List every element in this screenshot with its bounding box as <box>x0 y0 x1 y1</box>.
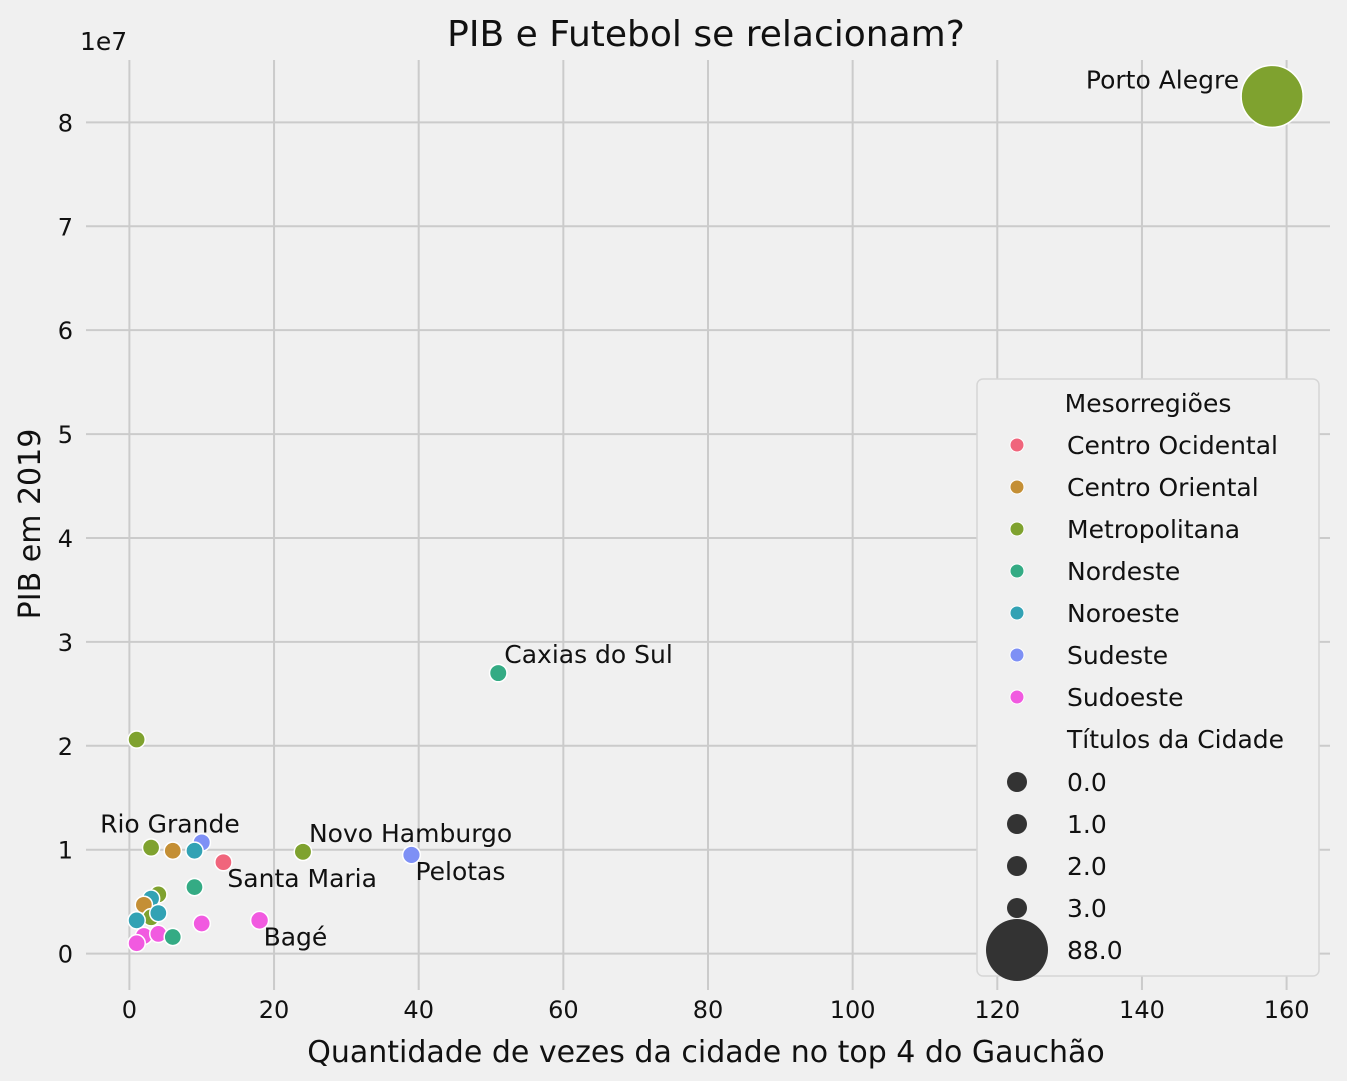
legend-label: Sudeste <box>1067 641 1168 670</box>
y-tick-label: 8 <box>58 109 73 137</box>
data-point <box>141 838 161 857</box>
y-tick-label: 4 <box>58 525 73 553</box>
x-tick-label: 140 <box>1119 996 1165 1024</box>
point-label: Bagé <box>264 922 328 951</box>
x-tick-label: 40 <box>403 996 434 1024</box>
y-tick-labels: 0 1 2 3 4 5 6 7 8 <box>58 109 73 968</box>
data-point <box>127 933 146 953</box>
x-tick-labels: 0 20 40 60 80 100 120 140 160 <box>122 996 1310 1024</box>
legend-marker <box>1009 479 1025 495</box>
legend-marker <box>1009 521 1025 537</box>
legend-size-marker <box>1007 856 1027 876</box>
data-points <box>127 64 1304 953</box>
legend-size-label: 1.0 <box>1067 810 1107 839</box>
data-point <box>1240 64 1304 129</box>
data-point <box>127 730 146 749</box>
point-label: Porto Alegre <box>1086 65 1239 94</box>
y-tick-label: 7 <box>58 213 73 241</box>
legend-size-label: 0.0 <box>1067 768 1107 797</box>
legend-label: Sudoeste <box>1067 683 1183 712</box>
data-point <box>488 663 508 683</box>
legend-hue-title: Mesorregiões <box>1065 389 1232 418</box>
y-offset-label: 1e7 <box>80 27 127 56</box>
data-point <box>192 914 212 933</box>
chart-title: PIB e Futebol se relacionam? <box>447 14 965 55</box>
legend-size-marker <box>1007 772 1027 792</box>
legend-marker <box>1009 605 1025 621</box>
x-tick-label: 100 <box>830 996 876 1024</box>
data-point <box>163 927 183 947</box>
data-point <box>293 842 313 862</box>
legend-size-marker <box>986 919 1048 981</box>
point-label: Santa Maria <box>227 864 377 893</box>
point-label: Pelotas <box>415 857 505 886</box>
legend-marker <box>1009 689 1025 705</box>
legend-size-label: 88.0 <box>1067 936 1123 965</box>
legend-size-entries: 0.0 1.0 2.0 3.0 88.0 <box>986 768 1123 981</box>
y-axis-label: PIB em 2019 <box>13 429 48 620</box>
data-point <box>401 845 422 865</box>
data-point <box>163 841 183 861</box>
y-tick-label: 5 <box>58 421 73 449</box>
legend-size-marker <box>1007 898 1027 918</box>
data-point <box>249 910 270 931</box>
legend: Mesorregiões Centro Ocidental Centro Orie… <box>976 378 1320 981</box>
data-point <box>185 841 204 861</box>
y-tick-label: 1 <box>58 837 73 865</box>
legend-size-title: Títulos da Cidade <box>1066 725 1284 754</box>
y-tick-label: 0 <box>58 941 73 969</box>
x-tick-label: 20 <box>259 996 290 1024</box>
x-tick-label: 160 <box>1264 996 1310 1024</box>
legend-hue-entries: Centro Ocidental Centro Oriental Metropoli… <box>1009 431 1278 712</box>
x-axis-label: Quantidade de vezes da cidade no top 4 d… <box>307 1035 1105 1070</box>
y-tick-label: 3 <box>58 629 73 657</box>
legend-box <box>976 378 1320 977</box>
y-tick-label: 2 <box>58 733 73 761</box>
point-label: Caxias do Sul <box>504 640 673 669</box>
point-labels: Porto Alegre Caxias do Sul Novo Hamburgo Pe… <box>100 65 1239 951</box>
data-point <box>148 903 168 923</box>
x-tick-label: 60 <box>548 996 579 1024</box>
x-tick-label: 120 <box>974 996 1020 1024</box>
x-tick-label: 0 <box>122 996 137 1024</box>
legend-label: Nordeste <box>1067 557 1180 586</box>
data-point <box>127 911 146 930</box>
legend-label: Centro Oriental <box>1067 473 1259 502</box>
legend-label: Centro Ocidental <box>1067 431 1278 460</box>
point-label: Novo Hamburgo <box>309 819 512 848</box>
legend-marker <box>1009 437 1025 453</box>
legend-marker <box>1009 563 1025 579</box>
x-tick-label: 80 <box>693 996 724 1024</box>
legend-label: Noroeste <box>1067 599 1180 628</box>
legend-label: Metropolitana <box>1067 515 1240 544</box>
data-point <box>185 877 204 897</box>
legend-size-label: 2.0 <box>1067 852 1107 881</box>
point-label: Rio Grande <box>100 809 240 838</box>
y-tick-label: 6 <box>58 317 73 345</box>
legend-marker <box>1009 647 1025 663</box>
data-point <box>214 852 233 872</box>
legend-size-marker <box>1007 814 1027 834</box>
legend-size-label: 3.0 <box>1067 894 1107 923</box>
